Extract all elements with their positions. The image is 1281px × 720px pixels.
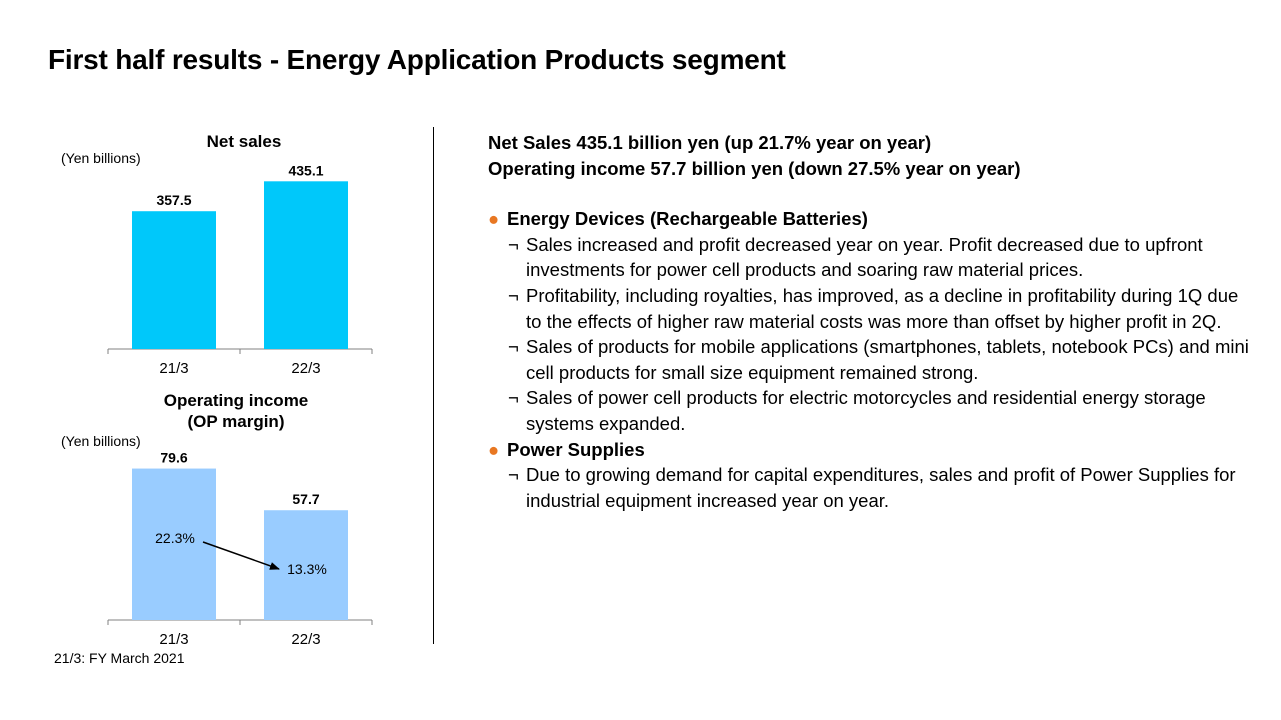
sub-bullet-icon: ¬ bbox=[508, 464, 519, 486]
results-commentary: Net Sales 435.1 billion yen (up 21.7% ye… bbox=[488, 130, 1258, 513]
net-sales-chart: 357.5 21/3 435.1 22/3 bbox=[107, 162, 373, 377]
x-tick-label: 21/3 bbox=[159, 360, 188, 377]
section-heading: ● Energy Devices (Rechargeable Batteries) bbox=[488, 206, 1258, 232]
op-income-chart: 79.6 21/3 57.7 22/3 22.3% 13.3% bbox=[107, 450, 373, 648]
x-tick-label: 21/3 bbox=[159, 631, 188, 648]
list-item-text: Profitability, including royalties, has … bbox=[526, 284, 1239, 332]
value-label: 435.1 bbox=[288, 162, 323, 178]
op-margin-label: 13.3% bbox=[287, 561, 327, 577]
list-item-text: Sales of products for mobile application… bbox=[526, 336, 1249, 383]
charts-svg: 357.5 21/3 435.1 22/3 79.6 21/3 57.7 22/3 22.3%… bbox=[107, 162, 373, 648]
op-income-chart-title: Operating income (OP margin) bbox=[136, 390, 336, 432]
list-item: ¬ Profitability, including royalties, has… bbox=[488, 283, 1258, 334]
op-income-unit-label: (Yen billions) bbox=[61, 433, 141, 449]
value-label: 357.5 bbox=[156, 192, 191, 208]
sub-bullet-icon: ¬ bbox=[508, 336, 519, 358]
bullet-icon: ● bbox=[488, 438, 500, 460]
sub-bullet-icon: ¬ bbox=[508, 387, 519, 409]
op-margin-label: 22.3% bbox=[155, 530, 195, 546]
bar-21-3 bbox=[132, 211, 216, 349]
page-title: First half results - Energy Application … bbox=[48, 44, 786, 75]
footnote: 21/3: FY March 2021 bbox=[54, 650, 185, 666]
section-heading-text: Power Supplies bbox=[507, 438, 645, 460]
value-label: 79.6 bbox=[160, 450, 187, 466]
section-heading-text: Energy Devices (Rechargeable Batteries) bbox=[507, 208, 868, 230]
list-item-text: Due to growing demand for capital expend… bbox=[526, 464, 1236, 511]
op-income-title-line-2: (OP margin) bbox=[187, 412, 285, 431]
list-item-text: Sales increased and profit decreased yea… bbox=[526, 233, 1203, 281]
list-item-text: Sales of power cell products for electri… bbox=[526, 387, 1206, 434]
list-item: ¬ Due to growing demand for capital expen… bbox=[488, 462, 1258, 513]
op-income-title-line-1: Operating income bbox=[163, 391, 309, 410]
net-sales-summary: Net Sales 435.1 billion yen (up 21.7% ye… bbox=[488, 132, 932, 153]
x-tick-label: 22/3 bbox=[291, 631, 320, 648]
value-label: 57.7 bbox=[292, 491, 319, 507]
x-tick-label: 22/3 bbox=[291, 360, 320, 377]
list-item: ¬ Sales of products for mobile applicatio… bbox=[488, 334, 1258, 385]
vertical-divider bbox=[433, 127, 434, 644]
list-item: ¬ Sales of power cell products for electr… bbox=[488, 385, 1258, 436]
bar-21-3 bbox=[132, 468, 216, 620]
net-sales-unit-label: (Yen billions) bbox=[61, 150, 141, 166]
margin-trend-arrow bbox=[202, 541, 280, 570]
section-heading: ● Power Supplies bbox=[488, 437, 1258, 463]
net-sales-chart-title: Net sales bbox=[206, 132, 282, 151]
operating-income-summary: Operating income 57.7 billion yen (down … bbox=[488, 157, 1021, 179]
bar-22-3 bbox=[264, 181, 348, 349]
bullet-icon: ● bbox=[488, 208, 500, 230]
segment-sections: ● Energy Devices (Rechargeable Batteries)… bbox=[488, 206, 1258, 513]
sub-bullet-icon: ¬ bbox=[508, 284, 519, 306]
list-item: ¬ Sales increased and profit decreased ye… bbox=[488, 232, 1258, 283]
sub-bullet-icon: ¬ bbox=[508, 233, 519, 255]
